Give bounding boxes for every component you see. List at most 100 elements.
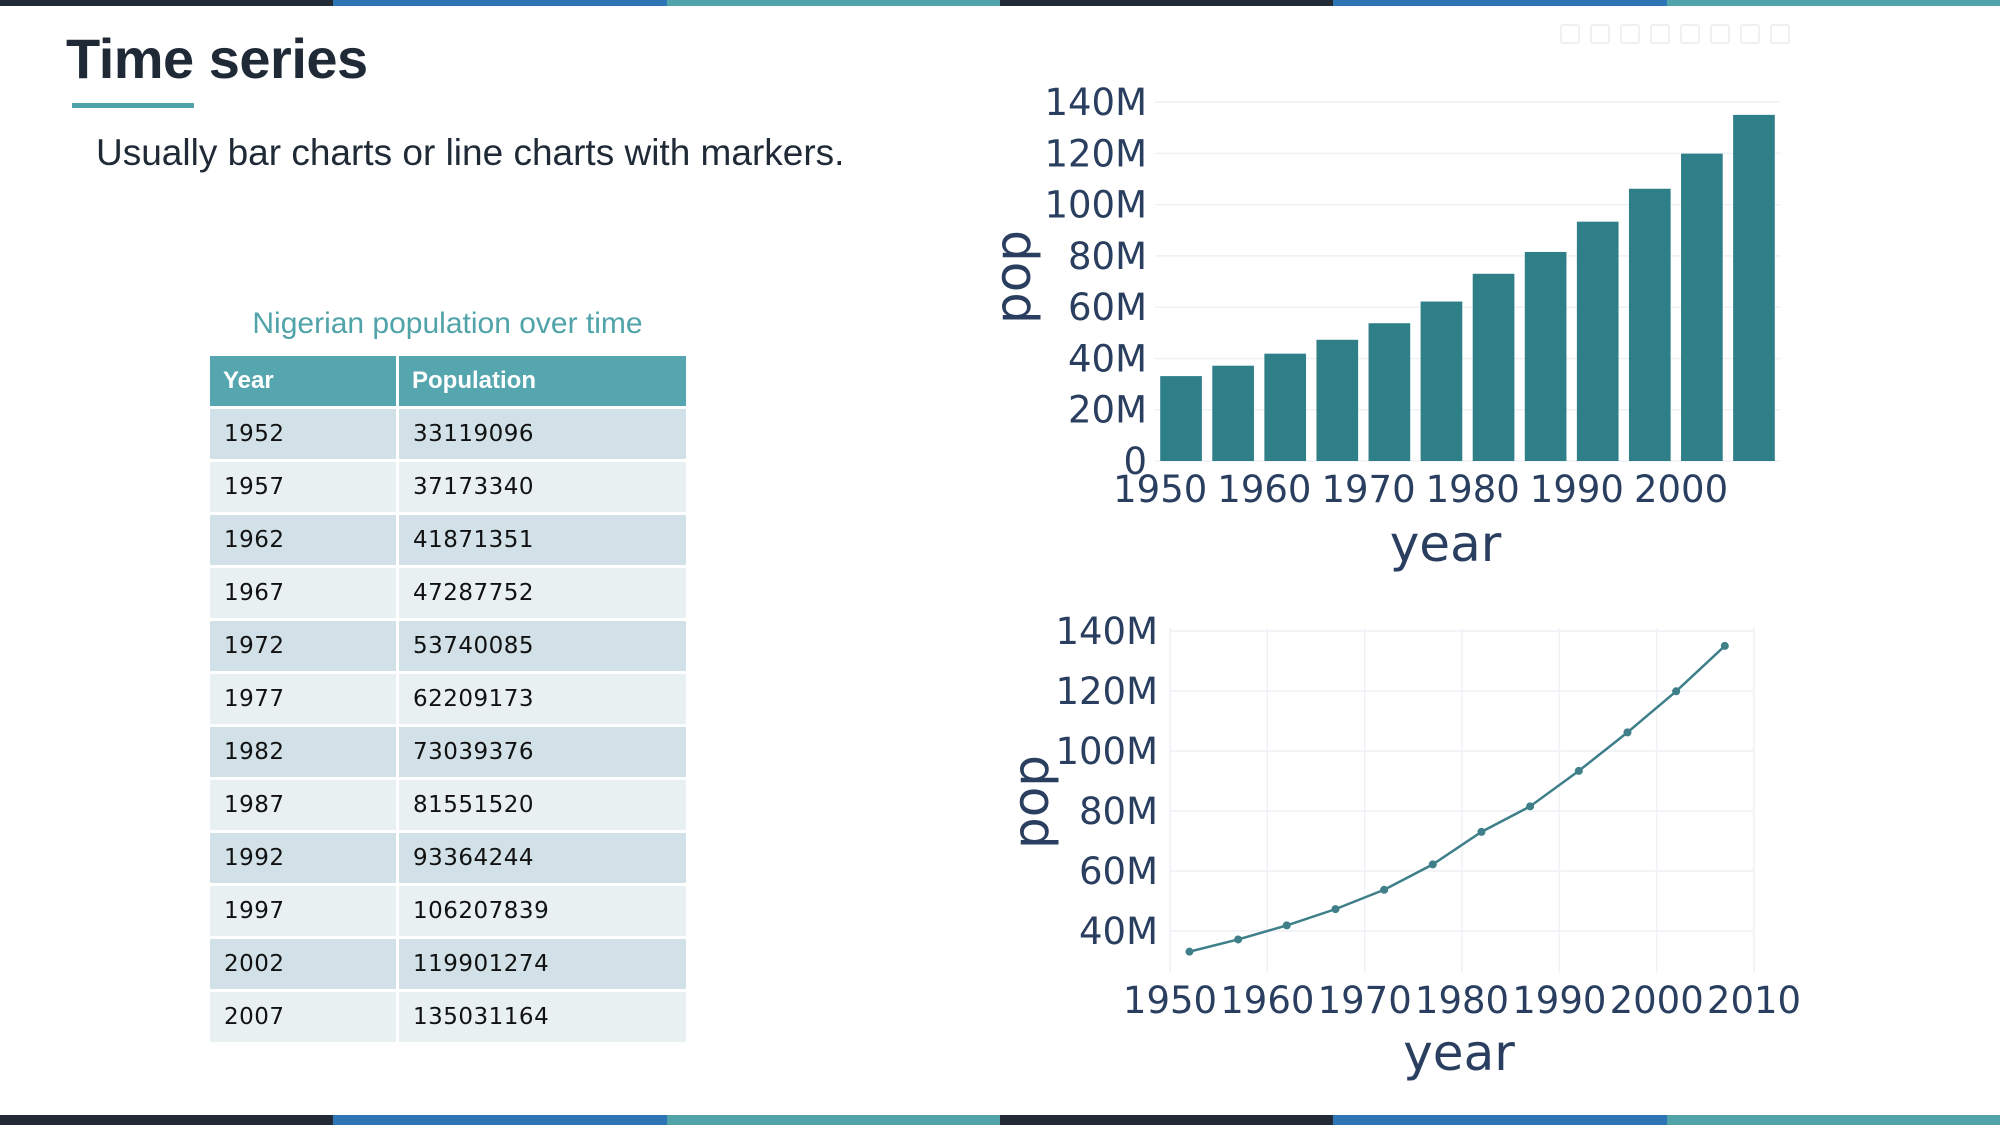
bar <box>1368 323 1411 461</box>
table-row: 1962 41871351 <box>210 513 686 568</box>
table-row: 1992 93364244 <box>210 831 686 886</box>
bar-ytick-label: 80M <box>1068 235 1147 278</box>
bottom-accent-stripe <box>0 1115 2000 1125</box>
table-caption: Nigerian population over time <box>252 307 643 340</box>
bar-xaxis-title: year <box>1390 515 1502 573</box>
table-row: 2007 135031164 <box>210 990 686 1045</box>
autoscale-icon[interactable] <box>1770 24 1790 44</box>
cell-year: 1987 <box>210 778 399 833</box>
cell-population: 33119096 <box>397 407 686 462</box>
header-year: Year <box>210 356 399 409</box>
lasso-icon[interactable] <box>1680 24 1700 44</box>
bar <box>1733 114 1775 462</box>
line-ytick-label: 40M <box>1079 910 1158 953</box>
zoom-out-icon[interactable] <box>1740 24 1760 44</box>
line-ytick-label: 60M <box>1079 850 1158 893</box>
bar-xtick-label: 1950 <box>1113 468 1207 511</box>
line-xtick-label: 1980 <box>1415 979 1509 1022</box>
cell-year: 2002 <box>210 937 399 992</box>
zoom-in-icon[interactable] <box>1710 24 1730 44</box>
cell-population: 106207839 <box>397 884 686 939</box>
line-marker <box>1428 860 1437 869</box>
line-marker <box>1623 728 1632 737</box>
pan-icon[interactable] <box>1620 24 1640 44</box>
cell-year: 2007 <box>210 990 399 1045</box>
chart-modebar[interactable] <box>1560 24 1810 48</box>
bar-xtick-label: 1990 <box>1530 468 1624 511</box>
line-xtick-label: 1960 <box>1220 979 1314 1022</box>
table-row: 1987 81551520 <box>210 778 686 833</box>
bar-ytick-label: 0 <box>1123 440 1147 483</box>
line-xtick-label: 1950 <box>1123 979 1217 1022</box>
line-ytick-label: 120M <box>1055 670 1158 713</box>
bar <box>1160 376 1202 461</box>
bar <box>1264 353 1307 461</box>
line-marker <box>1477 827 1486 836</box>
bar <box>1472 273 1515 461</box>
line-yaxis-title: pop <box>1002 755 1060 849</box>
bar-ytick-label: 60M <box>1068 286 1147 329</box>
slide-subtitle: Usually bar charts or line charts with m… <box>96 132 845 173</box>
bar <box>1681 153 1723 461</box>
cell-year: 1962 <box>210 513 399 568</box>
line-marker <box>1282 921 1291 930</box>
population-line <box>1189 644 1726 953</box>
line-ytick-label: 140M <box>1055 610 1158 653</box>
line-marker <box>1185 947 1194 956</box>
table-row: 1952 33119096 <box>210 407 686 462</box>
cell-year: 1977 <box>210 672 399 727</box>
line-ytick-label: 100M <box>1055 730 1158 773</box>
cell-year: 1992 <box>210 831 399 886</box>
bar-xtick-label: 1970 <box>1321 468 1415 511</box>
bar-yaxis-title: pop <box>984 230 1042 324</box>
line-marker <box>1380 885 1389 894</box>
cell-population: 93364244 <box>397 831 686 886</box>
zoom-icon[interactable] <box>1590 24 1610 44</box>
bar-xtick-label: 1980 <box>1426 468 1520 511</box>
cell-population: 53740085 <box>397 619 686 674</box>
population-table: Year Population 1952 33119096 1957 37173340… <box>210 356 686 1045</box>
table-row: 1972 53740085 <box>210 619 686 674</box>
cell-population: 41871351 <box>397 513 686 568</box>
cell-population: 119901274 <box>397 937 686 992</box>
box-select-icon[interactable] <box>1650 24 1670 44</box>
table-row: 1967 47287752 <box>210 566 686 621</box>
bar <box>1316 339 1359 461</box>
camera-icon[interactable] <box>1560 24 1580 44</box>
line-marker <box>1574 766 1583 775</box>
slide-title: Time series <box>66 27 368 90</box>
cell-year: 1967 <box>210 566 399 621</box>
bar-ytick-label: 120M <box>1044 132 1147 175</box>
bar-ytick-label: 140M <box>1044 81 1147 124</box>
line-marker <box>1234 935 1243 944</box>
cell-year: 1997 <box>210 884 399 939</box>
bar <box>1628 188 1671 462</box>
bar-ytick-label: 100M <box>1044 184 1147 227</box>
line-xtick-label: 2000 <box>1610 979 1704 1022</box>
line-marker <box>1331 905 1340 914</box>
cell-population: 135031164 <box>397 990 686 1045</box>
cell-year: 1972 <box>210 619 399 674</box>
title-underline <box>72 103 194 108</box>
table-row: 2002 119901274 <box>210 937 686 992</box>
cell-population: 37173340 <box>397 460 686 515</box>
line-xtick-label: 1970 <box>1318 979 1412 1022</box>
cell-year: 1952 <box>210 407 399 462</box>
bar <box>1576 221 1619 461</box>
bar-xtick-label: 1960 <box>1217 468 1311 511</box>
cell-year: 1957 <box>210 460 399 515</box>
line-marker <box>1672 687 1681 696</box>
top-accent-stripe <box>0 0 2000 6</box>
bar <box>1524 251 1567 461</box>
table-header-row: Year Population <box>210 356 686 409</box>
bar-ytick-label: 40M <box>1068 337 1147 380</box>
cell-population: 62209173 <box>397 672 686 727</box>
table-body: 1952 33119096 1957 37173340 1962 41871351 1967… <box>210 407 686 1045</box>
bar <box>1212 365 1254 461</box>
table-row: 1957 37173340 <box>210 460 686 515</box>
cell-population: 73039376 <box>397 725 686 780</box>
line-ytick-label: 80M <box>1079 790 1158 833</box>
cell-population: 81551520 <box>397 778 686 833</box>
table-row: 1977 62209173 <box>210 672 686 727</box>
